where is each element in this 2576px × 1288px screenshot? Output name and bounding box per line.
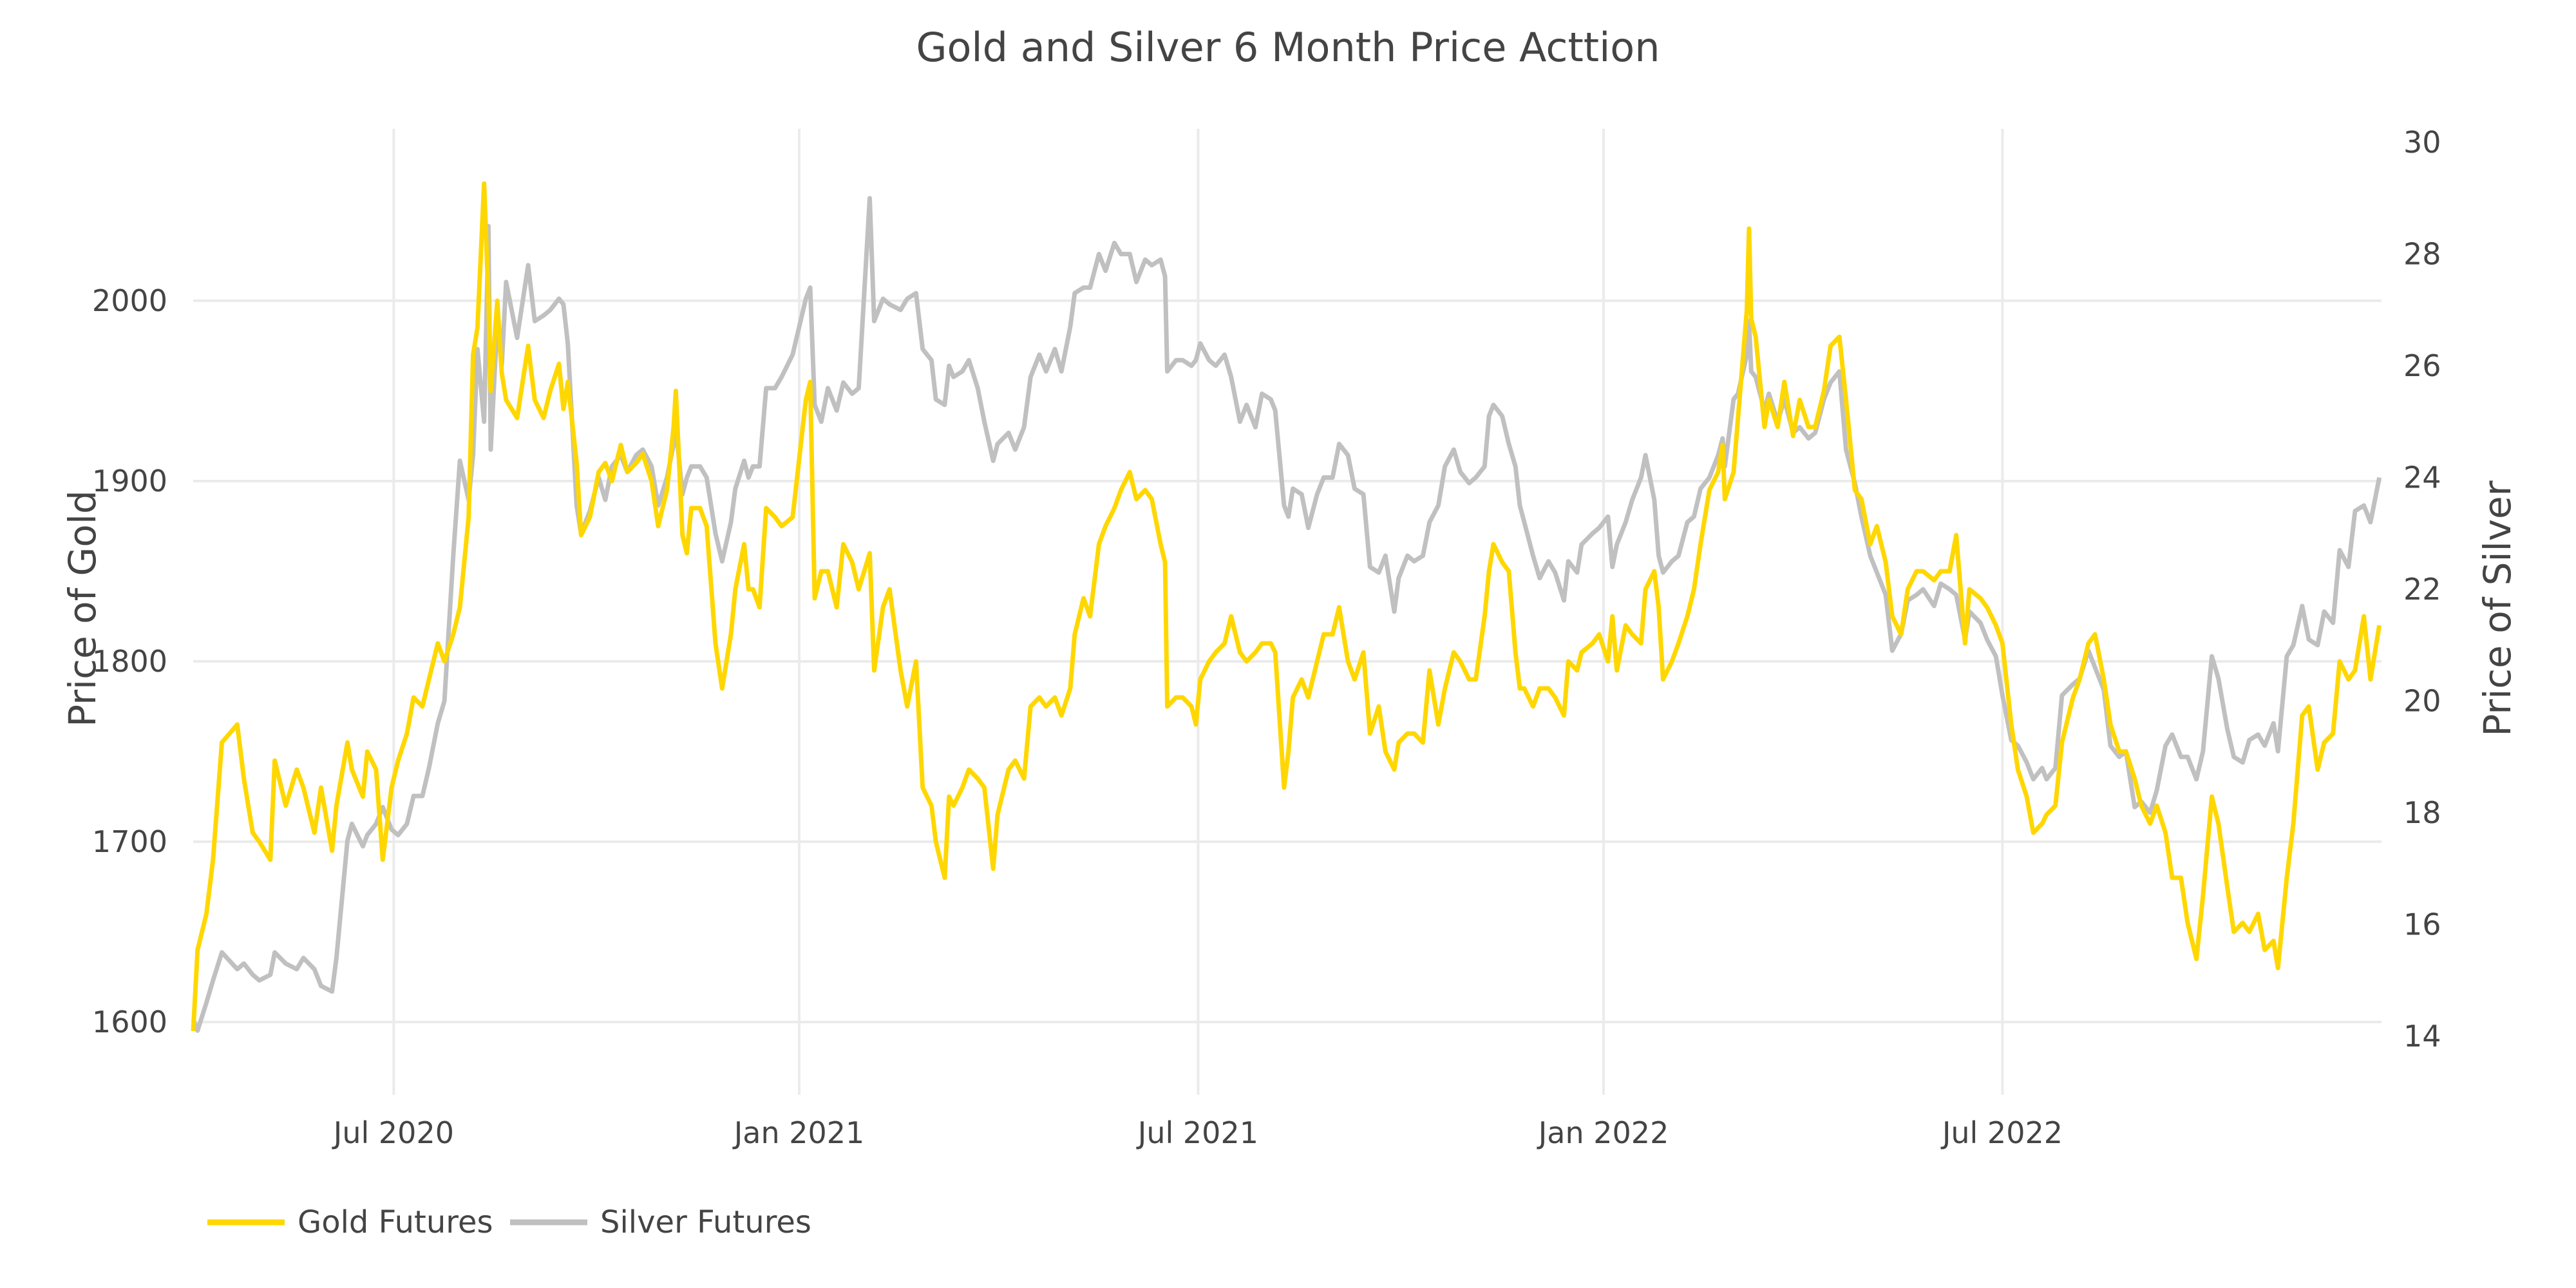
y-right-axis-title: Price of Silver bbox=[2476, 480, 2519, 736]
series-layer bbox=[191, 181, 2382, 1033]
legend-item-silver[interactable]: Silver Futures bbox=[510, 1204, 811, 1240]
x-tick-label: Jan 2022 bbox=[1537, 1115, 1669, 1150]
y-right-tick-labels: 14 16 18 20 22 24 26 28 30 bbox=[2403, 125, 2441, 1054]
x-tick-label: Jul 2022 bbox=[1940, 1115, 2063, 1150]
chart-title: Gold and Silver 6 Month Price Acttion bbox=[916, 24, 1660, 71]
x-axis-tick-labels: Jul 2020 Jan 2021 Jul 2021 Jan 2022 Jul 2022 bbox=[332, 1115, 2063, 1150]
series-line-gold-futures bbox=[191, 181, 2382, 1032]
y-left-tick-label: 1800 bbox=[92, 644, 167, 679]
y-right-tick-label: 30 bbox=[2403, 125, 2441, 160]
legend-item-gold[interactable]: Gold Futures bbox=[207, 1204, 493, 1240]
series-line-silver-futures bbox=[191, 196, 2382, 1033]
y-left-tick-label: 2000 bbox=[92, 283, 167, 318]
y-left-tick-label: 1900 bbox=[92, 464, 167, 498]
y-left-tick-label: 1600 bbox=[92, 1005, 167, 1039]
y-right-tick-label: 14 bbox=[2403, 1019, 2441, 1054]
y-left-tick-label: 1700 bbox=[92, 824, 167, 859]
y-right-tick-label: 16 bbox=[2403, 907, 2441, 942]
x-tick-label: Jul 2020 bbox=[332, 1115, 454, 1150]
x-gridlines bbox=[392, 129, 2004, 1095]
y-right-tick-label: 18 bbox=[2403, 795, 2441, 830]
y-gridlines bbox=[193, 299, 2382, 1023]
y-left-tick-labels: 1600 1700 1800 1900 2000 bbox=[92, 283, 167, 1039]
y-right-tick-label: 24 bbox=[2403, 460, 2441, 495]
legend: Gold Futures Silver Futures bbox=[207, 1204, 811, 1240]
x-tick-label: Jul 2021 bbox=[1136, 1115, 1258, 1150]
y-right-tick-label: 26 bbox=[2403, 348, 2441, 383]
y-right-tick-label: 28 bbox=[2403, 237, 2441, 272]
legend-label-gold: Gold Futures bbox=[298, 1204, 493, 1240]
y-right-tick-label: 20 bbox=[2403, 684, 2441, 719]
x-tick-label: Jan 2021 bbox=[732, 1115, 865, 1150]
y-left-axis-title: Price of Gold bbox=[61, 490, 104, 727]
legend-label-silver: Silver Futures bbox=[600, 1204, 811, 1240]
y-right-tick-label: 22 bbox=[2403, 572, 2441, 607]
